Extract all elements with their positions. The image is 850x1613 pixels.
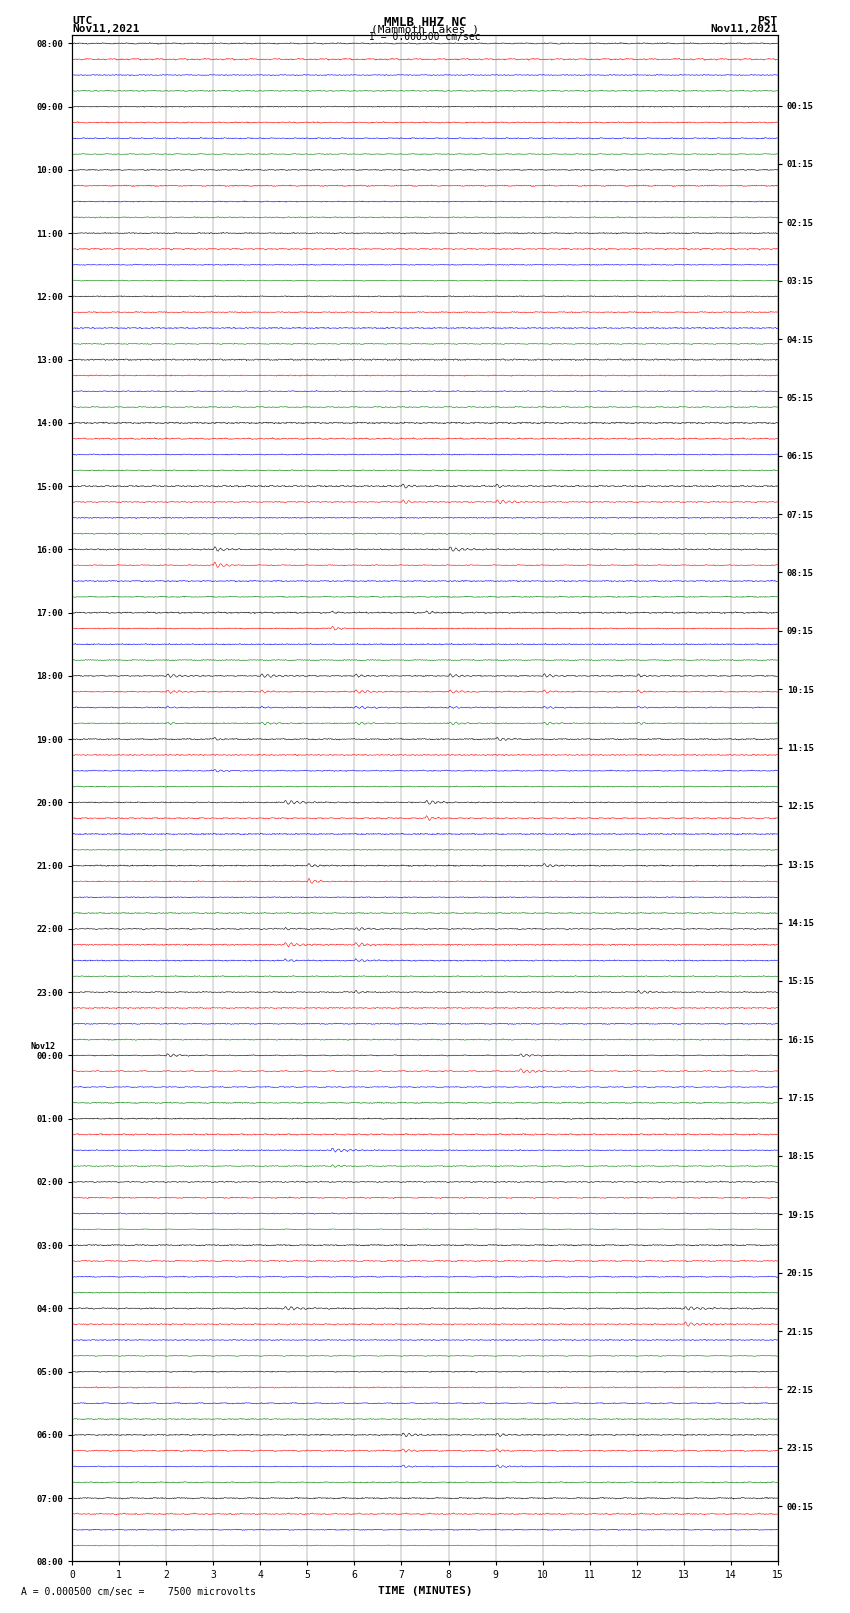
Text: A = 0.000500 cm/sec =    7500 microvolts: A = 0.000500 cm/sec = 7500 microvolts bbox=[21, 1587, 256, 1597]
Text: Nov12: Nov12 bbox=[31, 1042, 56, 1050]
Text: MMLB HHZ NC: MMLB HHZ NC bbox=[383, 16, 467, 29]
Text: PST: PST bbox=[757, 16, 778, 26]
Text: (Mammoth Lakes ): (Mammoth Lakes ) bbox=[371, 24, 479, 34]
Text: I = 0.000500 cm/sec: I = 0.000500 cm/sec bbox=[369, 32, 481, 42]
Text: UTC: UTC bbox=[72, 16, 93, 26]
Text: Nov11,2021: Nov11,2021 bbox=[711, 24, 778, 34]
Text: Nov11,2021: Nov11,2021 bbox=[72, 24, 139, 34]
X-axis label: TIME (MINUTES): TIME (MINUTES) bbox=[377, 1586, 473, 1595]
